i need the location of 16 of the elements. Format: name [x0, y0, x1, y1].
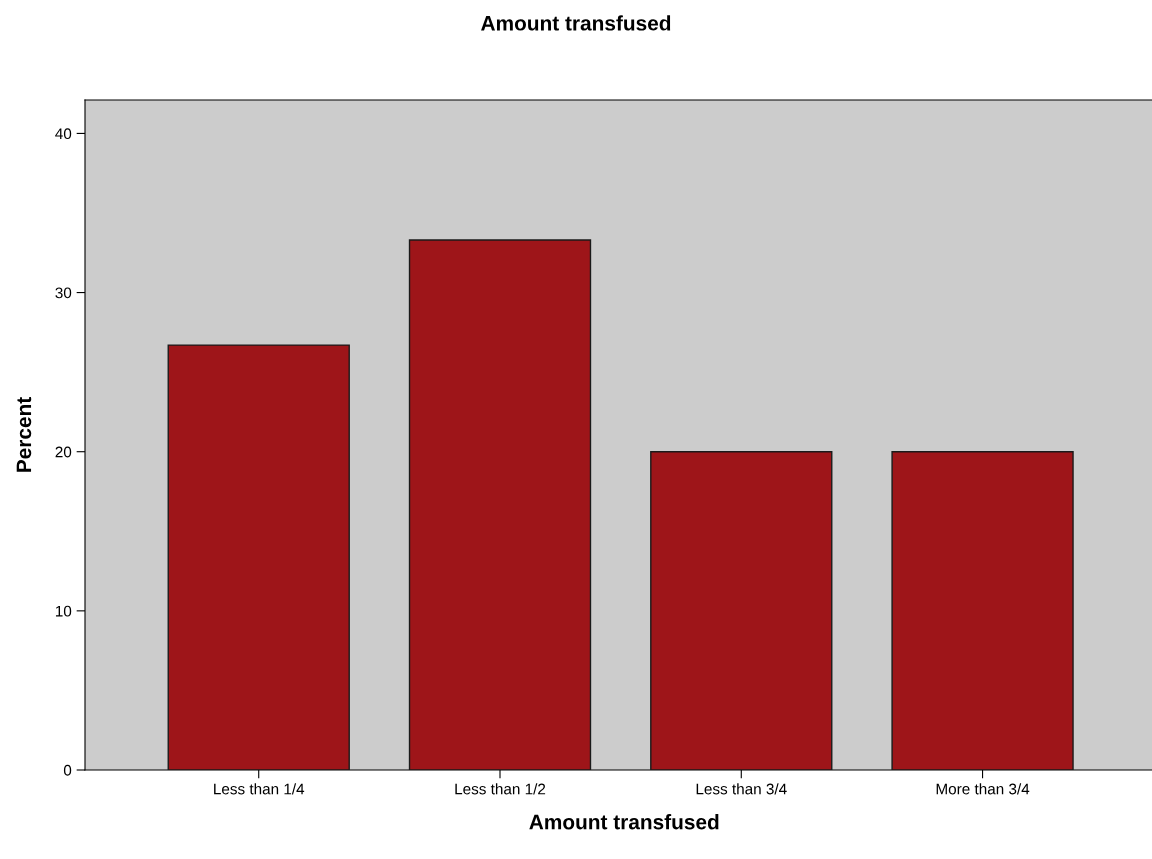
x-tick-label: Less than 1/4: [214, 783, 305, 795]
y-tick-label: 10: [55, 605, 72, 617]
y-tick-label: 0: [63, 764, 72, 776]
y-tick-label: 20: [55, 446, 72, 458]
bar: [167, 344, 350, 770]
bar: [408, 239, 592, 770]
y-tick-label: 40: [55, 128, 72, 140]
bar: [650, 451, 833, 770]
bar: [891, 451, 1074, 770]
y-axis-title: Percent: [16, 397, 32, 472]
x-tick-label: Less than 1/2: [455, 783, 546, 795]
x-axis-title: Amount transfused: [529, 814, 719, 830]
chart-title: Amount transfused: [481, 15, 671, 31]
y-tick-label: 30: [55, 287, 72, 299]
x-tick-label: More than 3/4: [936, 783, 1030, 795]
x-tick-label: Less than 3/4: [696, 783, 787, 795]
